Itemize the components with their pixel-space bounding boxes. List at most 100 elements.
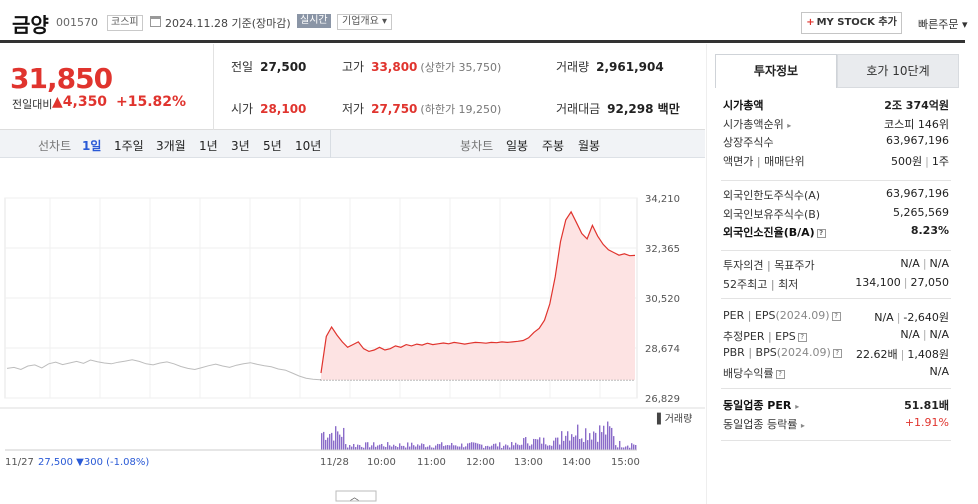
volume-bar: [633, 444, 635, 450]
period-1d[interactable]: 1일: [82, 139, 102, 153]
volume-bar: [353, 443, 355, 450]
volume-bar: [405, 447, 407, 450]
help-icon[interactable]: ?: [832, 349, 842, 358]
volume-bar: [585, 428, 587, 450]
invest-row-value: +1.91%: [904, 415, 949, 429]
quick-order-button[interactable]: 빠른주문 ▾: [918, 18, 968, 31]
section-divider: [721, 388, 951, 389]
price-chart[interactable]: 34,210 32,365 30,520 28,674 26,829 ▌거래량 11/27 1…: [0, 158, 705, 504]
invest-tabs: 투자정보 호가 10단계: [715, 54, 960, 88]
help-icon[interactable]: ?: [831, 312, 841, 321]
period-5y[interactable]: 5년: [263, 139, 282, 153]
volume-bar: [605, 434, 607, 450]
invest-row-label: 외국인소진율(B/A)?: [723, 224, 826, 240]
volume-bar: [535, 439, 537, 450]
volume-bar: [477, 443, 479, 450]
candle-weekly[interactable]: 주봉: [542, 139, 565, 153]
period-3m[interactable]: 3개월: [156, 139, 186, 153]
volume-bar: [441, 442, 443, 450]
invest-row-value: 8.23%: [910, 224, 949, 237]
volume-bar: [591, 439, 593, 450]
volume-bar: [361, 446, 363, 450]
invest-row-value: N/A | N/A: [900, 327, 949, 341]
period-divider: [330, 130, 331, 158]
y-tick-label: 28,674: [645, 344, 680, 355]
help-icon[interactable]: ?: [775, 369, 785, 379]
volume-bar: [497, 446, 499, 450]
invest-row: 배당수익률? N/A: [723, 364, 949, 382]
volume-bar: [451, 442, 453, 450]
volume-bar: [565, 435, 567, 450]
volume-bar: [421, 443, 423, 450]
volume-bar: [423, 444, 425, 450]
volume-bar: [487, 445, 489, 450]
volume-bar: [433, 447, 435, 450]
volume-bar: [427, 446, 429, 450]
invest-row: 투자의견 | 목표주가 N/A | N/A: [723, 256, 949, 274]
invest-row: 52주최고 | 최저 134,100 | 27,050: [723, 275, 949, 293]
volume-bar: [559, 444, 561, 450]
volume-bar: [449, 445, 451, 450]
realtime-badge[interactable]: 실시간: [297, 14, 331, 28]
period-10y[interactable]: 10년: [295, 139, 322, 153]
volume-label: ▌거래량: [656, 412, 692, 425]
invest-row: PBR | BPS(2024.09)? 22.62배 | 1,408원: [723, 345, 949, 363]
volume-bar: [321, 433, 323, 450]
header-divider: [0, 40, 965, 43]
volume-bar: [529, 445, 531, 450]
invest-row: PER | EPS(2024.09)? N/A | -2,640원: [723, 308, 949, 326]
volume-bar: [599, 425, 601, 450]
volume-bar: [505, 444, 507, 450]
volume-bar: [355, 447, 357, 450]
change-label: 전일대비: [12, 98, 53, 111]
volume-bar: [527, 443, 529, 450]
tab-orderbook[interactable]: 호가 10단계: [837, 54, 959, 88]
volume-bar: [511, 442, 513, 450]
volume-bar: [357, 444, 359, 450]
volume-bar: [425, 447, 427, 450]
help-icon[interactable]: ?: [797, 332, 807, 342]
invest-row-value: N/A | N/A: [900, 257, 949, 270]
volume-bar: [473, 442, 475, 450]
volume-bar: [623, 447, 625, 450]
volume-bar: [333, 440, 335, 450]
period-3y[interactable]: 3년: [231, 139, 250, 153]
volume-bar: [465, 446, 467, 450]
volume-bar: [411, 442, 413, 450]
period-1y[interactable]: 1년: [199, 139, 218, 153]
company-overview-dropdown[interactable]: 기업개요 ▾: [337, 14, 392, 30]
invest-row-value: 63,967,196: [886, 134, 949, 147]
volume-bar: [627, 445, 629, 450]
volume-bar: [615, 445, 617, 450]
volume-bar: [371, 445, 373, 450]
volume-bar: [445, 445, 447, 450]
volume-bar: [387, 442, 389, 450]
volume-bar: [601, 432, 603, 450]
volume-bar: [517, 444, 519, 450]
trade-amount: 거래대금 92,298 백만: [556, 102, 680, 116]
invest-row-label: 동일업종 등락률 ▸: [723, 417, 805, 431]
volume-bar: [619, 440, 621, 450]
add-my-stock-button[interactable]: + MY STOCK 추가: [801, 12, 902, 34]
volume-bar: [337, 431, 339, 450]
volume-bar: [429, 445, 431, 450]
tab-invest-info[interactable]: 투자정보: [715, 54, 837, 88]
volume-bar: [399, 443, 401, 450]
help-icon[interactable]: ?: [816, 229, 826, 238]
volume-bar: [521, 444, 523, 450]
volume-bar: [513, 445, 515, 450]
invest-row: 추정PER | EPS? N/A | N/A: [723, 327, 949, 345]
volume-bar: [541, 443, 543, 450]
period-1w[interactable]: 1주일: [114, 139, 144, 153]
candle-daily[interactable]: 일봉: [506, 139, 529, 153]
candle-monthly[interactable]: 월봉: [578, 139, 601, 153]
volume-bar: [383, 446, 385, 450]
invest-row: 동일업종 PER ▸ 51.81배: [723, 396, 949, 414]
current-price: 31,850: [10, 62, 113, 95]
volume-bar: [379, 444, 381, 450]
volume-bar: [401, 445, 403, 450]
calendar-icon: [150, 16, 161, 27]
invest-row-value: 134,100 | 27,050: [855, 275, 949, 289]
invest-row: 동일업종 등락률 ▸ +1.91%: [723, 415, 949, 433]
invest-row: 시가총액순위 ▸ 코스피 146위: [723, 115, 949, 133]
